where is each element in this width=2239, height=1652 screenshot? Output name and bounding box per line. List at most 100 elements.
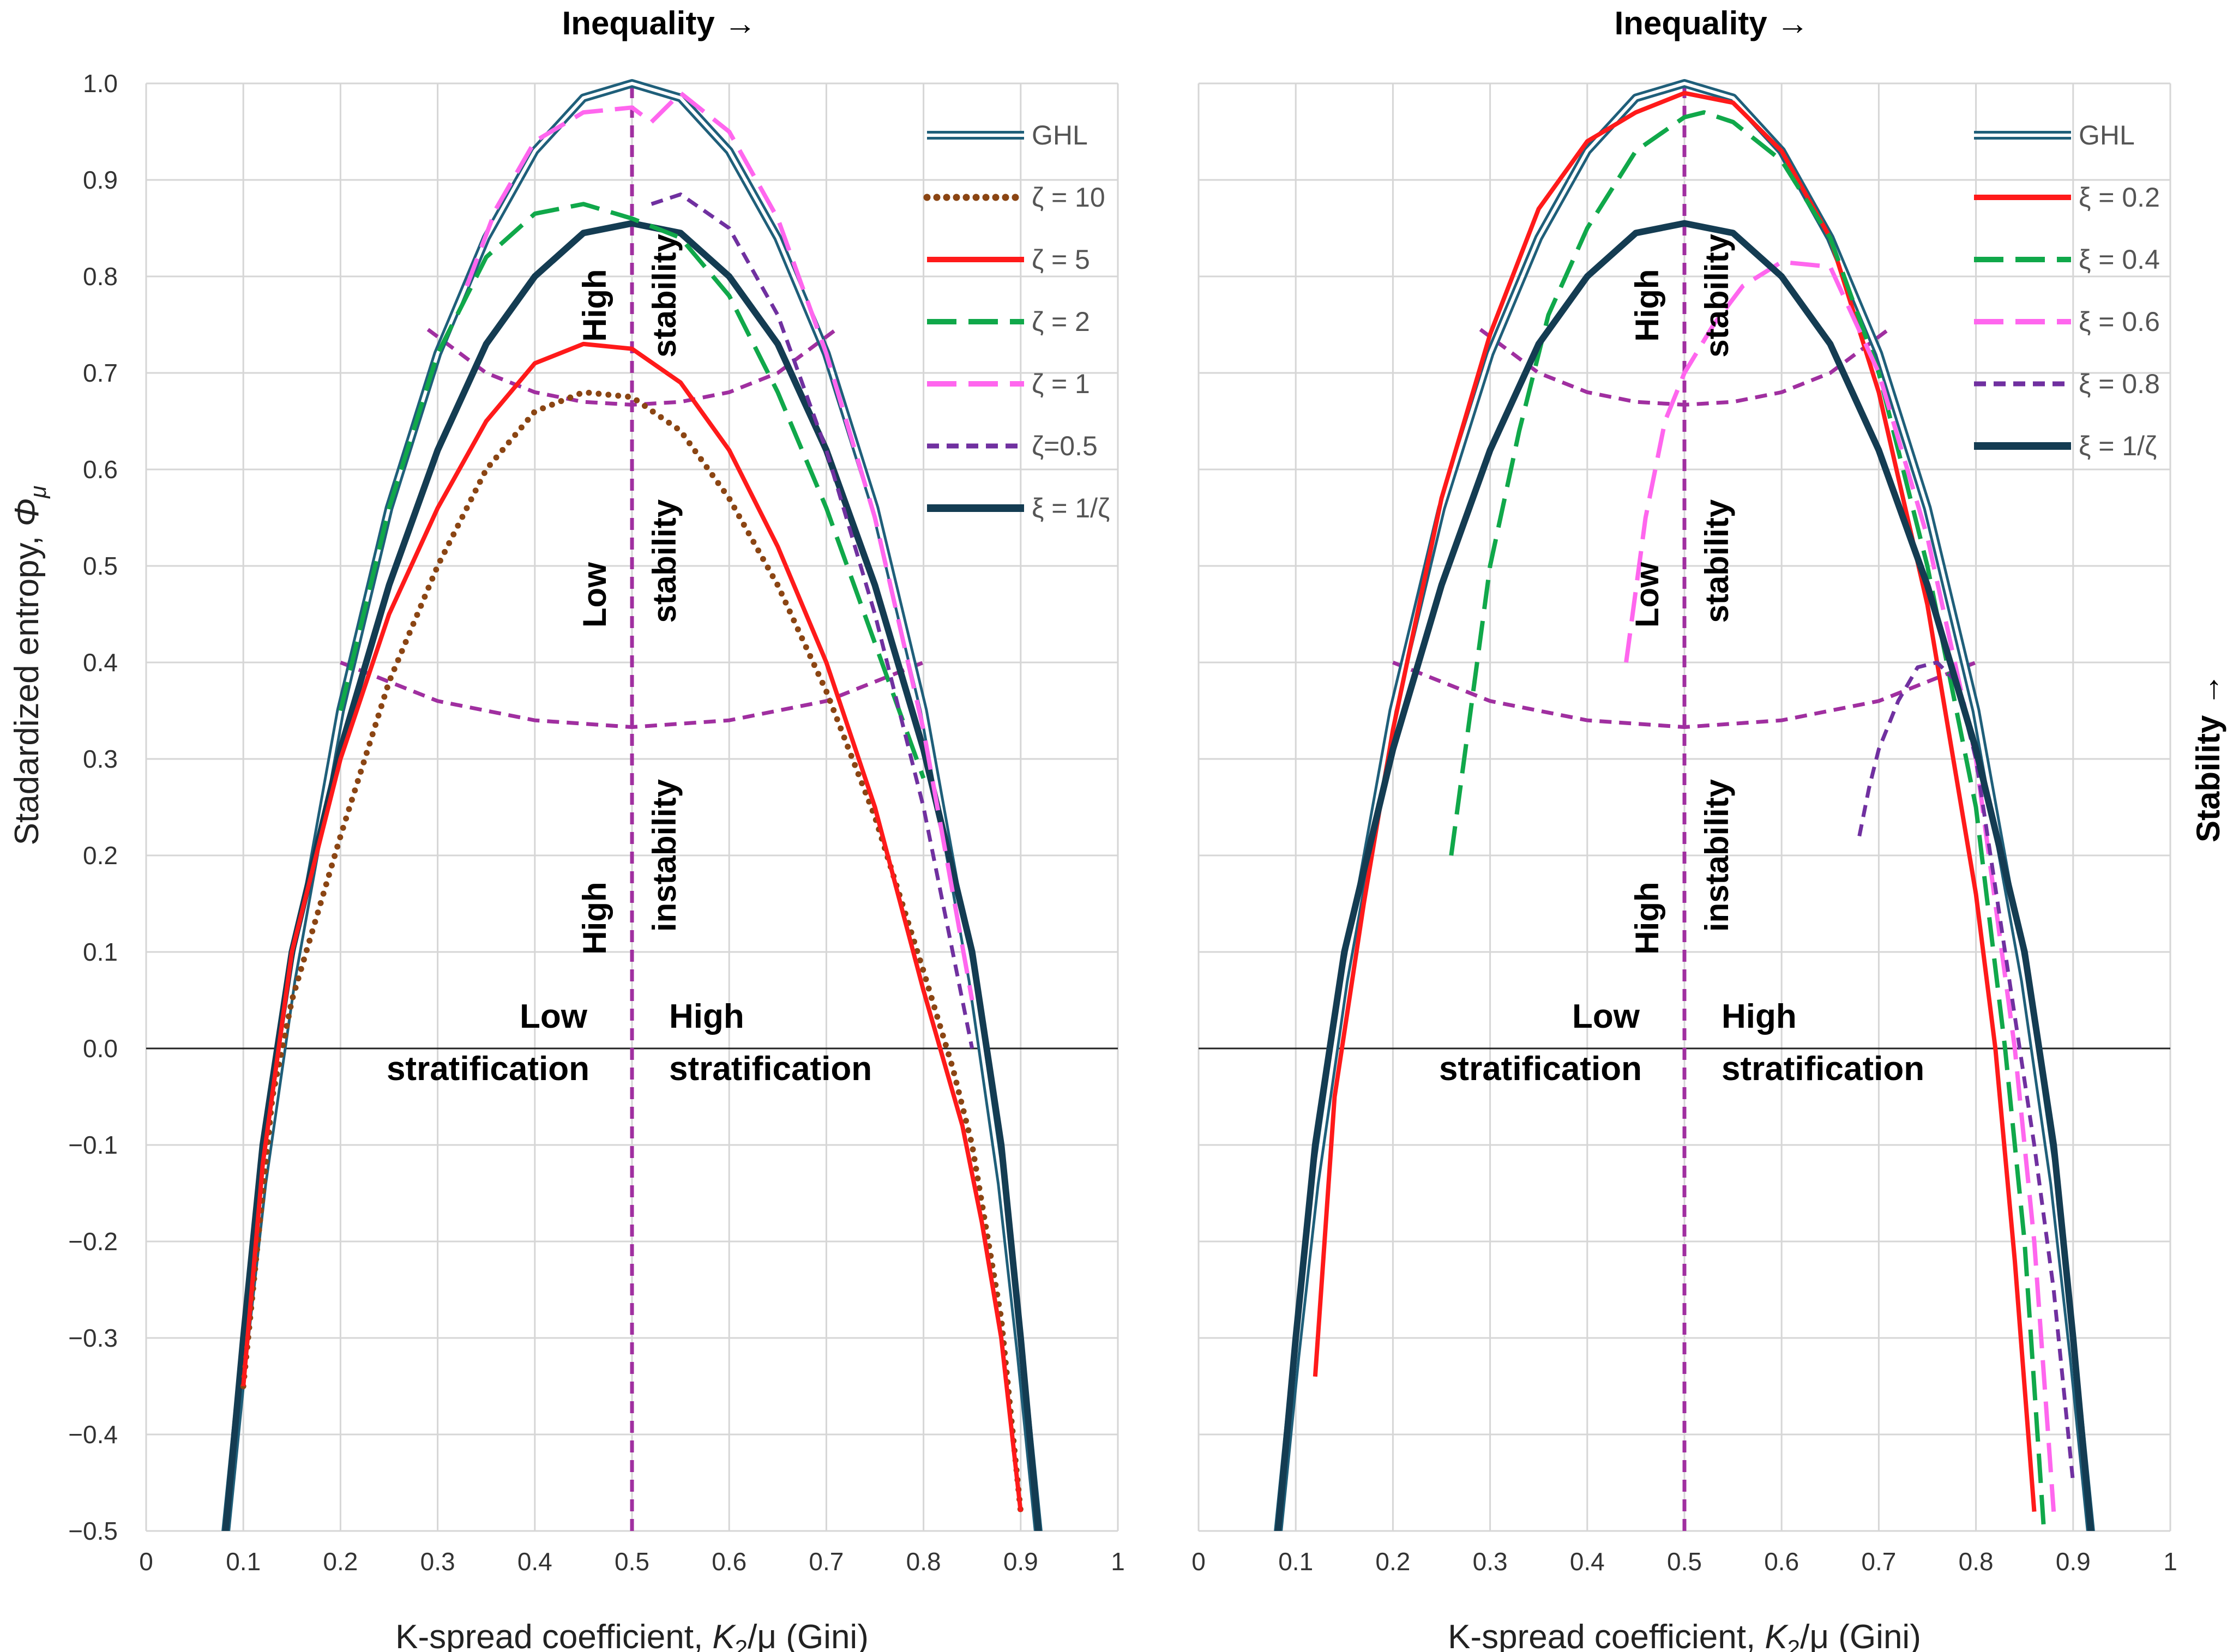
series-line--5 bbox=[241, 341, 1023, 1512]
legend-label: ζ = 2 bbox=[1032, 306, 1090, 337]
y-tick-label: −0.4 bbox=[68, 1420, 118, 1449]
x-tick-label: 0.9 bbox=[2056, 1547, 2091, 1576]
annotation-low_stability_left: Low bbox=[576, 562, 613, 628]
annotation-high_instability_right: instability bbox=[646, 779, 683, 932]
x-tick-label: 0.8 bbox=[906, 1547, 941, 1576]
annotation-low_stability_right: stability bbox=[646, 499, 683, 623]
x-axis-label-part: /μ (Gini) bbox=[748, 1618, 869, 1652]
series-line--2 bbox=[338, 202, 926, 779]
y-tick-label: −0.3 bbox=[68, 1324, 118, 1352]
series-line--0-8 bbox=[1857, 660, 2075, 1483]
stability-low-boundary bbox=[340, 660, 924, 729]
y-axis-label-part: Φ bbox=[8, 498, 46, 527]
series-line--0-5 bbox=[651, 192, 974, 1049]
x-tick-label: 0 bbox=[139, 1547, 153, 1576]
annotation-high_stability_left: High bbox=[1629, 269, 1665, 341]
annotation-low_stability_left: Low bbox=[1629, 562, 1665, 628]
annotation-low-strat-1: Low bbox=[1572, 998, 1640, 1035]
series-line--0-6 bbox=[1624, 260, 2056, 1512]
legend-label: ξ = 1/ζ bbox=[2079, 431, 2157, 461]
y-tick-label: 0.4 bbox=[83, 648, 118, 677]
series-line--1 bbox=[465, 91, 974, 1001]
y-tick-label: 0.6 bbox=[83, 455, 118, 484]
legend-label: ζ=0.5 bbox=[1032, 431, 1098, 461]
annotation-high-strat-2: stratification bbox=[1722, 1050, 1924, 1088]
legend-label: ξ = 0.8 bbox=[2079, 369, 2160, 399]
x-tick-label: 0.8 bbox=[1959, 1547, 1994, 1576]
x-tick-label: 0.5 bbox=[1667, 1547, 1702, 1576]
legend-label: ζ = 5 bbox=[1032, 244, 1090, 275]
x-axis-label-part: K bbox=[712, 1618, 736, 1652]
x-tick-label: 0.7 bbox=[809, 1547, 844, 1576]
x-axis-label-part: /μ (Gini) bbox=[1800, 1618, 1921, 1652]
y-tick-label: 0.5 bbox=[83, 552, 118, 580]
y-tick-label: 0.9 bbox=[83, 166, 118, 194]
x-axis-label: K-spread coefficient, K2/μ (Gini) bbox=[395, 1618, 869, 1652]
x-tick-label: 0.4 bbox=[517, 1547, 552, 1576]
annotation-high-strat-1: High bbox=[669, 998, 744, 1035]
x-axis-label-part: K bbox=[1765, 1618, 1789, 1652]
y-tick-label: 0.3 bbox=[83, 745, 118, 773]
x-tick-label: 0.4 bbox=[1570, 1547, 1605, 1576]
annotation-high-strat-1: High bbox=[1722, 998, 1797, 1035]
x-tick-label: 0.6 bbox=[712, 1547, 747, 1576]
y-tick-label: −0.5 bbox=[68, 1517, 118, 1545]
annotation-high_stability_left: High bbox=[576, 269, 613, 341]
x-tick-label: 0.3 bbox=[1473, 1547, 1508, 1576]
series-line--0-4 bbox=[1449, 110, 2047, 1531]
series-line--1- bbox=[1274, 220, 2094, 1531]
x-tick-label: 0.7 bbox=[1861, 1547, 1896, 1576]
chart-panel-right: 0 0.1 0.2 0.3 0.4 0.5 0.6 0.7 0.8 0.9 1 High stabili… bbox=[1191, 5, 2226, 1652]
annotation-low-strat-1: Low bbox=[520, 998, 588, 1035]
y-axis-label: Stadardized entropy, Φμ bbox=[8, 486, 51, 846]
y-tick-label: −0.1 bbox=[68, 1131, 118, 1159]
stability-axis-label: Stability → bbox=[2190, 673, 2226, 842]
x-tick-label: 0.2 bbox=[1375, 1547, 1410, 1576]
x-tick-label: 0.9 bbox=[1003, 1547, 1038, 1576]
legend-label: GHL bbox=[1032, 120, 1088, 150]
y-tick-label: −0.2 bbox=[68, 1227, 118, 1256]
annotation-low-strat-2: stratification bbox=[1439, 1050, 1642, 1088]
x-axis-label-part: K-spread coefficient, bbox=[1448, 1618, 1765, 1652]
y-axis-label-part: Stadardized entropy, bbox=[8, 527, 46, 846]
legend-label: ξ = 0.2 bbox=[2079, 182, 2160, 213]
x-axis-label-part: K-spread coefficient, bbox=[395, 1618, 712, 1652]
chart-title: Inequality → bbox=[1615, 5, 1809, 41]
x-axis-label-sub: 2 bbox=[735, 1635, 748, 1652]
y-tick-label: 0.7 bbox=[83, 359, 118, 387]
x-tick-label: 0 bbox=[1191, 1547, 1206, 1576]
legend-label: ζ = 10 bbox=[1032, 182, 1105, 213]
annotation-low_stability_right: stability bbox=[1699, 499, 1735, 623]
legend-label: ξ = 1/ζ bbox=[1032, 493, 1110, 523]
y-tick-label: 0.0 bbox=[83, 1034, 118, 1063]
legend-label: ζ = 1 bbox=[1032, 369, 1090, 399]
x-axis-label-sub: 2 bbox=[1787, 1635, 1800, 1652]
stability-low-boundary bbox=[1392, 660, 1977, 729]
legend-label: GHL bbox=[2079, 120, 2135, 150]
annotation-high-strat-2: stratification bbox=[669, 1050, 872, 1088]
x-tick-label: 0.1 bbox=[226, 1547, 261, 1576]
y-tick-label: 0.8 bbox=[83, 262, 118, 291]
legend-label: ξ = 0.6 bbox=[2079, 306, 2160, 337]
annotation-high_instability_left: High bbox=[576, 882, 613, 954]
x-tick-label: 0.2 bbox=[323, 1547, 358, 1576]
legend: GHL ξ = 0.2 ξ = 0.4 ξ = 0.6 ξ = 0.8 ξ = 1/ζ bbox=[1974, 120, 2160, 461]
x-axis-label: K-spread coefficient, K2/μ (Gini) bbox=[1448, 1618, 1921, 1652]
series-group bbox=[221, 79, 1043, 1531]
legend: GHL ζ = 10 ζ = 5 ζ = 2 ζ = 1 ζ=0.5 ξ = 1/ζ bbox=[923, 120, 1110, 523]
annotation-high_instability_right: instability bbox=[1699, 779, 1735, 932]
x-tick-label: 0.3 bbox=[420, 1547, 455, 1576]
x-tick-label: 1 bbox=[2163, 1547, 2177, 1576]
y-axis-label-sub: μ bbox=[25, 486, 51, 499]
guide-lines bbox=[340, 83, 924, 1531]
annotation-high_stability_right: stability bbox=[1699, 233, 1735, 357]
chart-panel-left: 0 0.1 0.2 0.3 0.4 0.5 0.6 0.7 0.8 0.9 1 1.0 0.9 0.8 0.… bbox=[8, 5, 1125, 1652]
y-tick-label: 0.1 bbox=[83, 938, 118, 966]
annotation-low-strat-2: stratification bbox=[387, 1050, 589, 1088]
x-tick-label: 0.1 bbox=[1278, 1547, 1313, 1576]
series-line--0-2 bbox=[1313, 91, 2037, 1512]
legend-label: ξ = 0.4 bbox=[2079, 244, 2160, 275]
x-tick-label: 0.5 bbox=[615, 1547, 649, 1576]
chart-title: Inequality → bbox=[562, 5, 757, 41]
